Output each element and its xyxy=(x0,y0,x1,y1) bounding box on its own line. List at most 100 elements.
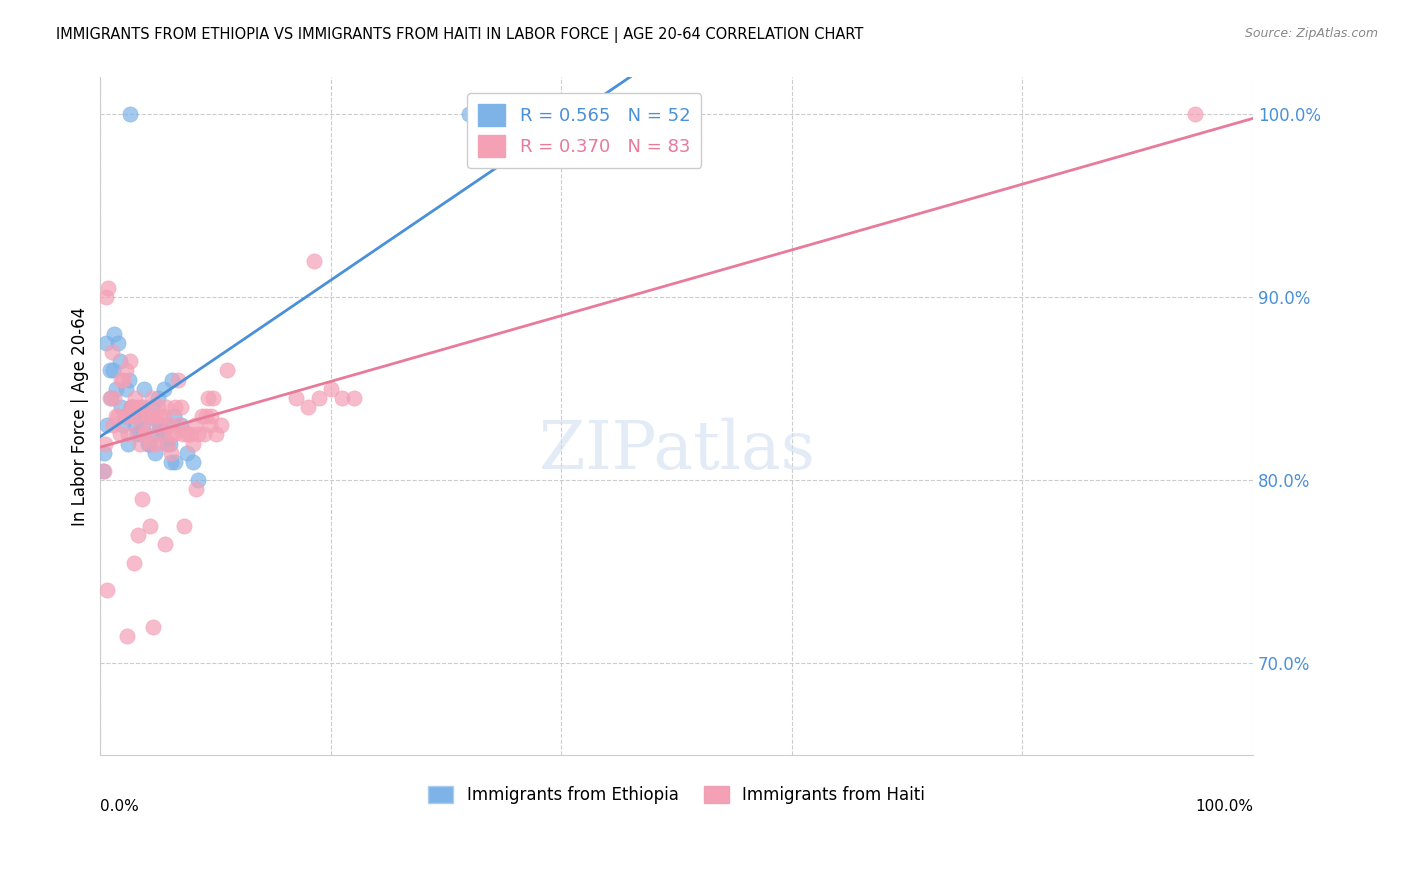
Point xyxy=(165,455,187,469)
Point xyxy=(152,382,174,396)
Text: ZIPatlas: ZIPatlas xyxy=(538,417,814,483)
Point xyxy=(132,400,155,414)
Point xyxy=(146,391,169,405)
Point xyxy=(135,409,157,424)
Point xyxy=(128,427,150,442)
Point xyxy=(115,629,138,643)
Point xyxy=(121,400,143,414)
Point xyxy=(153,537,176,551)
Text: 0.0%: 0.0% xyxy=(100,799,139,814)
Point xyxy=(155,418,177,433)
Point xyxy=(125,409,148,424)
Point xyxy=(93,446,115,460)
Point xyxy=(159,455,181,469)
Point xyxy=(98,391,121,405)
Point xyxy=(138,436,160,450)
Point xyxy=(134,382,156,396)
Point xyxy=(127,528,149,542)
Point xyxy=(152,427,174,442)
Point xyxy=(118,409,141,424)
Point xyxy=(163,409,186,424)
Point xyxy=(139,409,162,424)
Point xyxy=(163,427,186,442)
Point xyxy=(170,418,193,433)
Point xyxy=(132,418,155,433)
Point xyxy=(176,446,198,460)
Point xyxy=(156,436,179,450)
Point xyxy=(121,400,143,414)
Point xyxy=(202,391,225,405)
Point xyxy=(112,373,135,387)
Point xyxy=(124,391,146,405)
Point xyxy=(110,400,132,414)
Point xyxy=(145,427,167,442)
Point xyxy=(98,363,121,377)
Point xyxy=(94,436,117,450)
Point xyxy=(128,436,150,450)
Point xyxy=(101,418,124,433)
Point xyxy=(152,409,174,424)
Point xyxy=(136,436,159,450)
Point xyxy=(120,107,142,121)
Point xyxy=(159,418,181,433)
Point xyxy=(200,409,222,424)
Point xyxy=(146,400,169,414)
Point xyxy=(114,409,136,424)
Point xyxy=(108,427,131,442)
Point xyxy=(101,363,124,377)
Point xyxy=(160,373,183,387)
Point xyxy=(105,409,128,424)
Point xyxy=(160,427,183,442)
Point xyxy=(308,391,330,405)
Point xyxy=(148,418,170,433)
Point xyxy=(108,354,131,368)
Point xyxy=(458,107,481,121)
Point xyxy=(165,400,187,414)
Point xyxy=(107,409,129,424)
Point xyxy=(166,373,188,387)
Point xyxy=(129,400,152,414)
Point xyxy=(97,281,120,295)
Point xyxy=(167,418,190,433)
Point xyxy=(114,363,136,377)
Point xyxy=(191,409,214,424)
Point xyxy=(121,400,143,414)
Point xyxy=(173,519,195,533)
Point xyxy=(187,427,209,442)
Point xyxy=(209,418,232,433)
Point xyxy=(148,418,170,433)
Point xyxy=(159,446,181,460)
Point xyxy=(112,418,135,433)
Point xyxy=(136,409,159,424)
Point xyxy=(139,436,162,450)
Point xyxy=(125,409,148,424)
Point xyxy=(156,436,179,450)
Point xyxy=(1184,107,1206,121)
Point xyxy=(193,427,215,442)
Point xyxy=(319,382,342,396)
Point xyxy=(141,400,163,414)
Point xyxy=(198,418,221,433)
Point xyxy=(96,418,118,433)
Point xyxy=(155,400,177,414)
Point xyxy=(122,556,145,570)
Text: Source: ZipAtlas.com: Source: ZipAtlas.com xyxy=(1244,27,1378,40)
Point xyxy=(195,409,218,424)
Point xyxy=(118,373,141,387)
Point xyxy=(141,391,163,405)
Point xyxy=(145,436,167,450)
Point xyxy=(332,391,354,405)
Point xyxy=(297,400,319,414)
Point xyxy=(93,464,115,478)
Point xyxy=(129,418,152,433)
Point xyxy=(107,335,129,350)
Point xyxy=(117,427,139,442)
Point xyxy=(470,107,492,121)
Text: IMMIGRANTS FROM ETHIOPIA VS IMMIGRANTS FROM HAITI IN LABOR FORCE | AGE 20-64 COR: IMMIGRANTS FROM ETHIOPIA VS IMMIGRANTS F… xyxy=(56,27,863,43)
Point xyxy=(131,491,153,506)
Point xyxy=(94,335,117,350)
Point xyxy=(101,345,124,359)
Point xyxy=(184,483,207,497)
Point xyxy=(197,391,219,405)
Point xyxy=(100,391,122,405)
